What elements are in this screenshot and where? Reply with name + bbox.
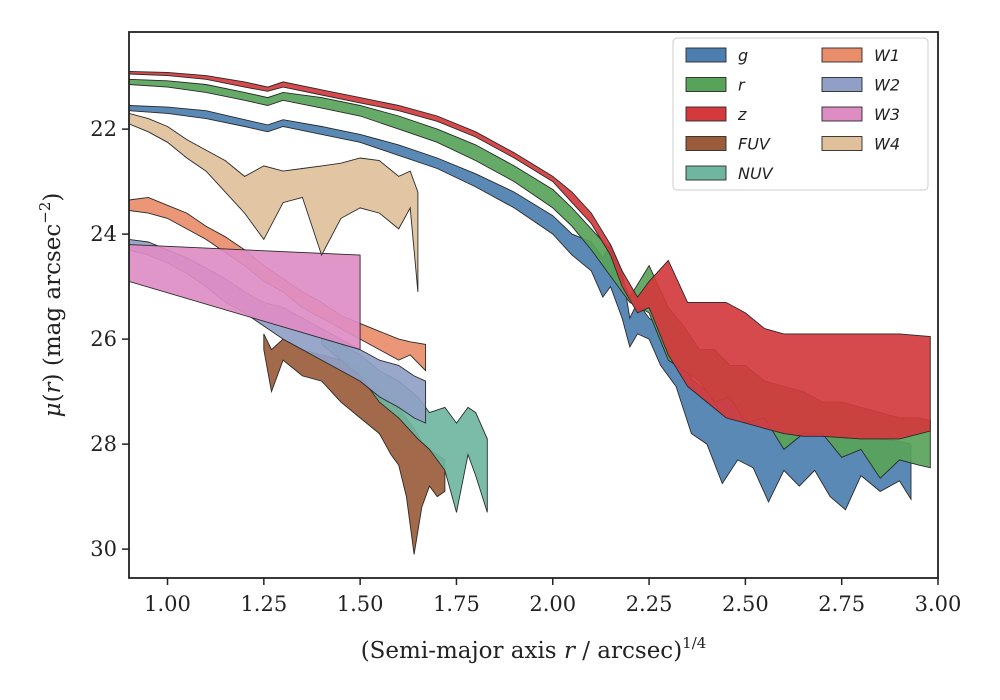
legend-label-z: z — [737, 105, 747, 124]
y-tick-label: 30 — [90, 537, 117, 561]
legend-label-w3: W3 — [874, 105, 900, 124]
legend-swatch-fuv — [685, 136, 727, 151]
legend-label-w2: W2 — [874, 76, 900, 95]
band-z — [129, 70, 931, 440]
y-tick-label: 26 — [90, 327, 117, 351]
x-tick-label: 1.75 — [433, 592, 480, 616]
plot-frame — [128, 31, 939, 579]
y-tick-label: 28 — [90, 432, 117, 456]
legend: grz FUV NUV W1 W2 W3 W4 — [672, 37, 929, 191]
x-tick-label: 2.00 — [529, 592, 576, 616]
y-axis-label: μ(r) (mag arcsec−2) — [36, 193, 66, 418]
band-w3 — [129, 244, 361, 351]
y-tick-label: 24 — [90, 222, 117, 246]
x-axis-label: (Semi-major axis r / arcsec)1/4 — [361, 634, 707, 664]
legend-label-nuv: NUV — [738, 164, 774, 183]
legend-swatch-w1 — [821, 47, 863, 63]
x-tick-label: 1.50 — [337, 592, 384, 616]
legend-swatch-z — [685, 106, 727, 122]
x-tick-label: 3.00 — [915, 592, 962, 616]
x-tick-label: 2.50 — [722, 592, 769, 616]
legend-swatch-r — [685, 77, 727, 92]
legend-box — [672, 37, 929, 191]
x-tick-label: 1.25 — [240, 592, 287, 616]
legend-swatch-w3 — [821, 106, 863, 122]
band-w4 — [129, 112, 419, 292]
y-axis-ticks: 22 24 26 28 30 — [90, 117, 129, 561]
legend-swatch-nuv — [685, 165, 727, 181]
legend-label-fuv: FUV — [738, 135, 771, 154]
profile-bands — [129, 70, 931, 555]
x-tick-label: 2.25 — [626, 592, 673, 616]
legend-swatch-g — [685, 47, 727, 63]
legend-swatch-w4 — [821, 136, 863, 151]
x-tick-label: 2.75 — [818, 592, 865, 616]
legend-label-w4: W4 — [874, 135, 900, 154]
legend-swatch-w2 — [821, 77, 863, 92]
y-tick-label: 22 — [90, 117, 117, 141]
legend-label-r: r — [738, 76, 746, 95]
legend-label-g: g — [738, 46, 748, 65]
x-axis-ticks: 1.00 1.25 1.50 1.75 2.00 2.25 2.50 2.75 3.00 — [144, 578, 961, 616]
legend-label-w1: W1 — [874, 46, 900, 65]
x-tick-label: 1.00 — [144, 592, 191, 616]
